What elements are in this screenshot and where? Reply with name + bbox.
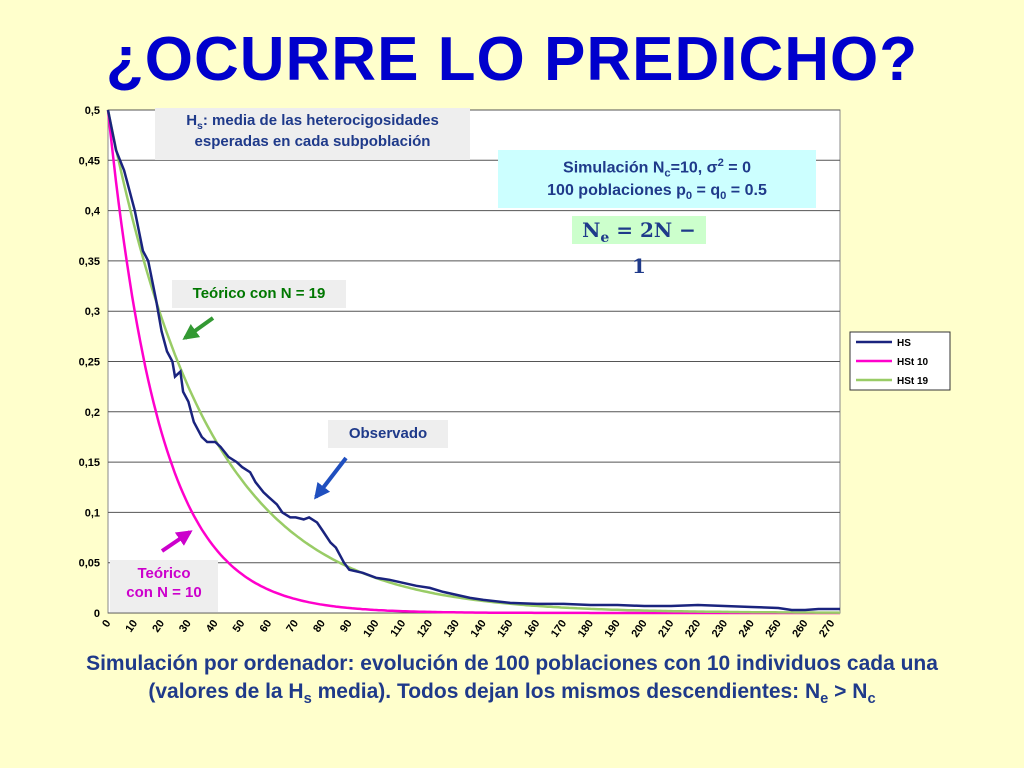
- caption: Simulación por ordenador: evolución de 1…: [20, 650, 1004, 713]
- y-tick-label: 0,45: [79, 155, 100, 167]
- sim-l1a: Simulación N: [563, 159, 665, 177]
- caption-l2-sub3: c: [867, 691, 876, 708]
- hs-annotation: Hs: media de las heterocigosidades esper…: [155, 108, 470, 160]
- sim-l2b: = q: [692, 181, 721, 199]
- x-tick-label: 240: [737, 618, 757, 640]
- x-tick-label: 10: [123, 618, 140, 635]
- arrow-teorico10: [160, 530, 193, 553]
- sim-l1c: = 0: [723, 159, 751, 177]
- hs-line1: : media de las heterocigosidades: [202, 112, 439, 129]
- x-tick-label: 0: [100, 618, 113, 630]
- teorico10-label: Teórico con N = 10: [110, 560, 218, 612]
- legend-label: HS: [897, 338, 911, 349]
- x-tick-label: 260: [790, 618, 810, 640]
- x-tick-label: 180: [576, 618, 596, 640]
- x-tick-label: 170: [549, 618, 569, 640]
- observado-label: Observado: [328, 420, 448, 448]
- sim-l2-sub1: 0: [685, 189, 693, 202]
- arrow-teorico19: [182, 316, 215, 340]
- caption-l2-sub2: e: [820, 691, 829, 708]
- legend-label: HSt 19: [897, 376, 929, 387]
- x-tick-label: 40: [204, 618, 221, 635]
- caption-l2b: media). Todos dejan los mismos descendie…: [311, 680, 821, 703]
- x-tick-labels: 0 10 20 30 40 50 60 70 80 90 100 110 120 130 140 150 160…: [100, 618, 837, 640]
- ne-sub: e: [600, 230, 610, 246]
- x-tick-label: 30: [177, 618, 194, 635]
- x-tick-label: 20: [150, 618, 167, 635]
- y-tick-label: 0,2: [85, 407, 100, 419]
- simulation-annotation: Simulación Nc=10, σ2 = 0 100 poblaciones…: [498, 150, 816, 208]
- sim-l1b: =10, σ: [670, 159, 718, 177]
- x-tick-label: 200: [629, 618, 649, 640]
- x-tick-label: 60: [257, 618, 274, 635]
- hs-sub: s: [197, 120, 203, 132]
- y-tick-label: 0,15: [79, 457, 100, 469]
- page-title: ¿OCURRE LO PREDICHO?: [105, 25, 919, 94]
- hs-prefix: H: [186, 112, 198, 129]
- x-tick-label: 100: [361, 618, 381, 640]
- caption-l2-sub1: s: [303, 691, 312, 708]
- y-tick-label: 0,1: [85, 507, 100, 519]
- hs-line2: esperadas en cada subpoblación: [194, 133, 431, 151]
- x-tick-label: 120: [415, 618, 435, 640]
- sim-l1-sup: 2: [717, 157, 724, 169]
- y-tick-label: 0: [94, 608, 100, 620]
- x-tick-label: 80: [311, 618, 328, 635]
- x-tick-label: 50: [231, 618, 248, 635]
- y-tick-label: 0,35: [79, 256, 100, 268]
- y-tick-label: 0,05: [79, 558, 100, 570]
- x-tick-label: 230: [710, 618, 730, 640]
- legend-label: HSt 10: [897, 357, 929, 368]
- series-line-hst-19: [106, 109, 841, 614]
- y-tick-labels: 0 0,05 0,1 0,15 0,2 0,25 0,3 0,35 0,4 0,45 0,5: [79, 105, 101, 620]
- sim-l2a: 100 poblaciones p: [547, 181, 686, 199]
- x-tick-label: 90: [338, 618, 355, 635]
- teorico19-label: Teórico con N = 19: [172, 280, 346, 308]
- sim-l2c: = 0.5: [726, 181, 767, 199]
- y-tick-label: 0,3: [85, 306, 100, 318]
- caption-line1: Simulación por ordenador: evolución de 1…: [86, 652, 938, 675]
- ne-b: = 2N − 1: [609, 218, 696, 278]
- ne-a: N: [582, 218, 601, 242]
- x-tick-label: 190: [603, 618, 623, 640]
- x-tick-label: 140: [468, 618, 488, 640]
- x-tick-label: 270: [817, 618, 837, 640]
- arrow-observado: [314, 456, 348, 500]
- sim-l1-sub: c: [664, 167, 671, 180]
- y-tick-label: 0,5: [85, 105, 100, 117]
- x-tick-label: 210: [656, 618, 676, 640]
- x-tick-label: 220: [683, 618, 703, 640]
- y-tick-label: 0,25: [79, 357, 100, 369]
- x-tick-label: 110: [388, 618, 408, 639]
- caption-l2a: (valores de la H: [148, 680, 304, 703]
- x-tick-label: 130: [442, 618, 462, 640]
- x-tick-label: 150: [495, 618, 515, 640]
- t10-line2: con N = 10: [126, 583, 202, 601]
- x-tick-label: 160: [522, 618, 542, 640]
- sim-l2-sub2: 0: [720, 189, 727, 202]
- series-line-hs: [106, 109, 840, 612]
- x-tick-label: 250: [763, 618, 783, 640]
- t10-line1: Teórico: [137, 565, 191, 582]
- series-lines: [106, 109, 841, 615]
- ne-formula: Ne = 2N − 1: [572, 216, 706, 278]
- legend: HS HSt 10 HSt 19: [849, 331, 951, 391]
- y-tick-label: 0,4: [85, 206, 101, 218]
- caption-l2c: > N: [828, 680, 868, 703]
- x-tick-label: 70: [284, 618, 301, 635]
